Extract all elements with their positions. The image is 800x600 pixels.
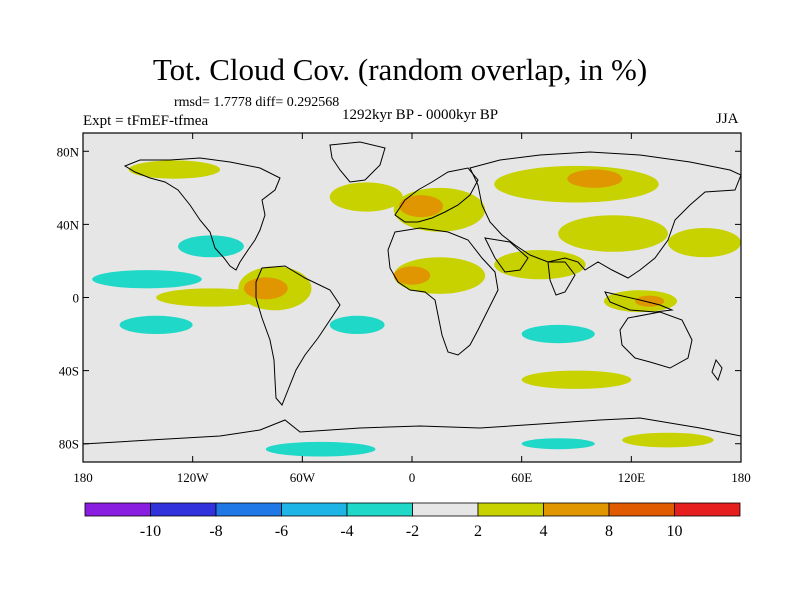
lon-tick-label: 60W: [290, 470, 316, 485]
region-africa-pos: [393, 257, 486, 294]
colorbar-swatch: [150, 502, 217, 517]
coast-europe: [394, 167, 479, 223]
lat-tick-label: 40S: [59, 364, 79, 379]
colorbar-label: 10: [667, 523, 683, 540]
colorbar-swatch: [477, 502, 544, 517]
coast-africa: [387, 227, 499, 356]
region-antarctic-neg: [265, 441, 376, 457]
lon-tick-label: 120E: [618, 470, 646, 485]
region-s-pacific-neg: [119, 315, 193, 335]
colorbar-swatch: [215, 502, 282, 517]
lat-tick-label: 80N: [57, 144, 80, 159]
period-label: 1292kyr BP - 0000kyr BP: [341, 107, 499, 123]
season-label: JJA: [716, 111, 739, 127]
region-s-america-core: [243, 277, 288, 300]
region-pacific-neg: [92, 270, 202, 289]
longitude-axis: 180 120W 60W 0 60E 120E 180: [73, 133, 751, 485]
coast-asia: [469, 151, 741, 279]
latitude-axis: 80N 40N 0 40S 80S: [57, 144, 741, 452]
colorbar-swatch: [608, 502, 675, 517]
region-antarctic-pos: [622, 432, 714, 448]
colorbar-swatch: [84, 502, 151, 517]
coast-south-america: [255, 265, 341, 406]
lon-tick-label: 120W: [177, 470, 210, 485]
lat-tick-label: 80S: [59, 437, 79, 452]
lon-tick-label: 0: [409, 470, 416, 485]
lat-tick-label: 0: [73, 291, 80, 306]
colorbar-label: -8: [209, 523, 222, 540]
colorbar: -10 -8 -6 -4 -2 2 4 8 10: [84, 502, 741, 540]
region-n-atlantic-pos: [329, 182, 403, 212]
colorbar-label: 4: [540, 523, 548, 540]
colorbar-label: -10: [140, 523, 161, 540]
region-pacific-neg2: [178, 235, 244, 258]
coast-north-america: [123, 157, 281, 271]
region-arctic-pos: [128, 160, 221, 179]
coast-arabia: [484, 237, 529, 273]
colorbar-swatch: [281, 502, 348, 517]
region-europe-core: [399, 195, 444, 218]
coast-new-zealand: [711, 358, 723, 382]
colorbar-label: -2: [406, 523, 419, 540]
colorbar-swatch: [543, 502, 610, 517]
region-asia-core: [567, 169, 623, 188]
lon-tick-label: 60E: [511, 470, 532, 485]
region-nw-pacific-pos: [667, 228, 741, 258]
colorbar-label: -4: [340, 523, 353, 540]
region-indian-neg: [521, 324, 595, 344]
stats-label: rmsd= 1.7778 diff= 0.292568: [174, 95, 340, 110]
region-arabia-pos: [494, 249, 586, 280]
region-africa-core: [393, 266, 431, 285]
region-e-pacific-pos: [156, 288, 266, 307]
colorbar-label: 2: [474, 523, 482, 540]
colorbar-label: -6: [275, 523, 288, 540]
colorbar-swatch: [412, 502, 479, 517]
coast-maritime: [604, 291, 674, 313]
region-s-ocean-pos: [521, 370, 632, 389]
lat-tick-label: 40N: [57, 217, 80, 232]
coast-greenland: [329, 141, 386, 183]
lon-tick-label: 180: [731, 470, 751, 485]
colorbar-swatch: [674, 502, 741, 517]
coast-india: [547, 261, 576, 296]
coastlines: [83, 141, 741, 445]
region-s-atlantic-neg: [329, 315, 385, 335]
region-antarctic-neg2: [521, 438, 595, 450]
coast-antarctica: [83, 417, 741, 445]
region-e-asia-pos: [558, 215, 668, 252]
colorbar-label: 8: [605, 523, 613, 540]
colorbar-swatch: [346, 502, 413, 517]
lon-tick-label: 180: [73, 470, 93, 485]
map-title: Tot. Cloud Cov. (random overlap, in %): [152, 52, 648, 87]
coast-australia: [619, 311, 693, 369]
map-plot: [82, 132, 742, 463]
experiment-label: Expt = tFmEF-tfmea: [83, 113, 209, 129]
